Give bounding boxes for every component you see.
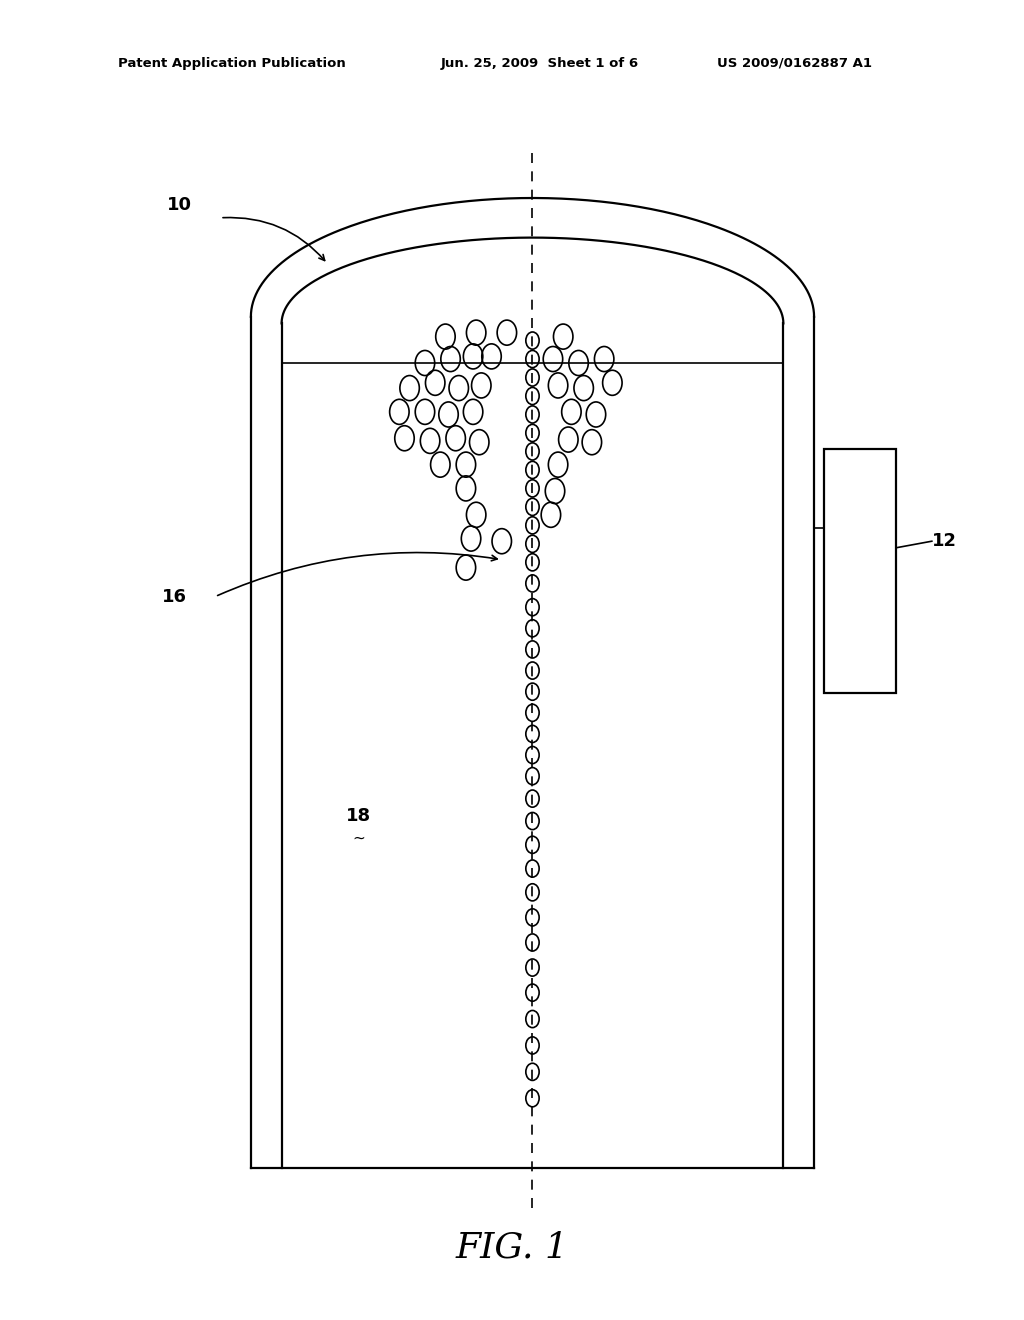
Text: 18: 18 [346,807,371,825]
Text: ~: ~ [352,830,365,846]
Text: 10: 10 [167,195,191,214]
Text: Jun. 25, 2009  Sheet 1 of 6: Jun. 25, 2009 Sheet 1 of 6 [440,57,638,70]
Text: Patent Application Publication: Patent Application Publication [118,57,345,70]
Text: 12: 12 [932,532,956,550]
Bar [824,449,896,693]
Text: FIG. 1: FIG. 1 [456,1230,568,1265]
Text: US 2009/0162887 A1: US 2009/0162887 A1 [717,57,871,70]
Text: 16: 16 [162,587,186,606]
